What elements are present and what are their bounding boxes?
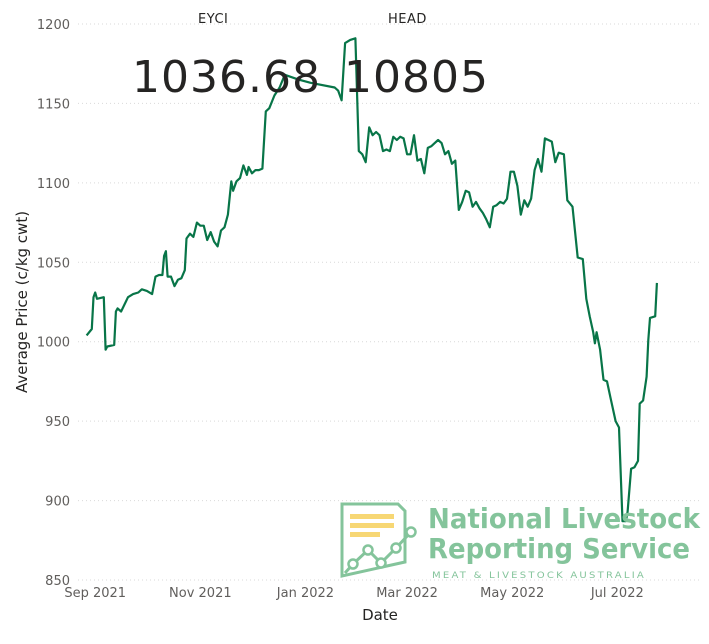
y-tick-label: 1100 bbox=[37, 177, 70, 192]
logo-line-2: Reporting Service bbox=[428, 532, 690, 565]
eyci-card-value: 1036.68 bbox=[132, 52, 321, 103]
x-tick-label: Mar 2022 bbox=[376, 586, 438, 601]
report-graph-icon bbox=[340, 502, 417, 578]
nlrs-logo: National Livestock Reporting Service MEA… bbox=[340, 502, 701, 581]
y-axis: 850 900 950 1000 1050 1100 1150 1200 bbox=[37, 18, 70, 589]
y-tick-label: 1000 bbox=[37, 336, 70, 351]
y-tick-label: 1200 bbox=[37, 18, 70, 33]
x-axis: Sep 2021 Nov 2021 Jan 2022 Mar 2022 May 2022… bbox=[64, 586, 643, 601]
grid-lines bbox=[78, 23, 700, 581]
x-axis-title: Date bbox=[362, 606, 398, 624]
head-card-label: HEAD bbox=[388, 12, 427, 27]
logo-line-1: National Livestock bbox=[428, 502, 701, 535]
y-tick-label: 950 bbox=[45, 415, 70, 430]
x-tick-label: Jul 2022 bbox=[590, 586, 644, 601]
x-tick-label: Jan 2022 bbox=[276, 586, 334, 601]
y-axis-title: Average Price (c/kg cwt) bbox=[13, 211, 31, 393]
series-line-average-price bbox=[85, 37, 658, 523]
y-tick-label: 900 bbox=[45, 495, 70, 510]
y-tick-label: 1050 bbox=[37, 256, 70, 271]
y-tick-label: 1150 bbox=[37, 97, 70, 112]
y-tick-label: 850 bbox=[45, 574, 70, 589]
x-tick-label: Sep 2021 bbox=[64, 586, 126, 601]
logo-tagline: MEAT & LIVESTOCK AUSTRALIA bbox=[432, 571, 646, 581]
head-card-value: 10805 bbox=[344, 52, 489, 103]
eyci-card-label: EYCI bbox=[198, 12, 229, 27]
x-tick-label: Nov 2021 bbox=[169, 586, 232, 601]
x-tick-label: May 2022 bbox=[480, 586, 544, 601]
